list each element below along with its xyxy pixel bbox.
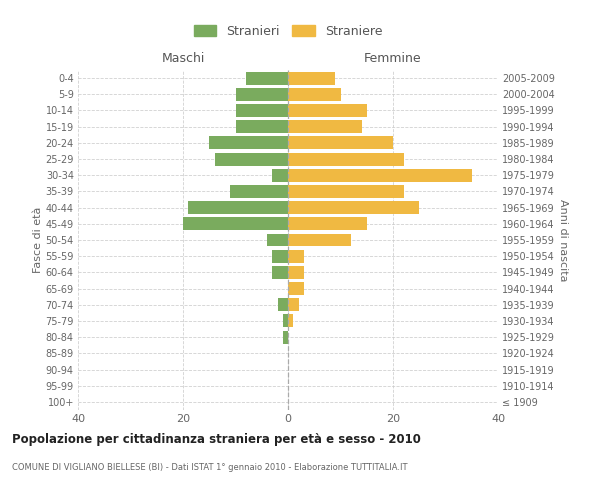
Bar (272, 266, 288, 279)
Bar (230, 185, 288, 198)
Bar (267, 234, 288, 246)
Bar (288, 72, 335, 85)
Text: Femmine: Femmine (364, 52, 422, 65)
Bar (288, 298, 299, 311)
Bar (288, 201, 419, 214)
Bar (288, 185, 404, 198)
Bar (288, 266, 304, 279)
Bar (283, 330, 288, 344)
Bar (235, 120, 288, 133)
Bar (183, 218, 288, 230)
Bar (188, 201, 288, 214)
Y-axis label: Fasce di età: Fasce di età (32, 207, 43, 273)
Bar (288, 250, 304, 262)
Bar (288, 282, 304, 295)
Bar (288, 136, 393, 149)
Legend: Stranieri, Straniere: Stranieri, Straniere (190, 21, 386, 42)
Text: COMUNE DI VIGLIANO BIELLESE (BI) - Dati ISTAT 1° gennaio 2010 - Elaborazione TUT: COMUNE DI VIGLIANO BIELLESE (BI) - Dati … (12, 462, 407, 471)
Bar (288, 234, 351, 246)
Bar (215, 152, 288, 166)
Bar (246, 72, 288, 85)
Bar (288, 218, 367, 230)
Bar (288, 120, 361, 133)
Bar (272, 250, 288, 262)
Bar (288, 169, 472, 181)
Bar (277, 298, 288, 311)
Text: Maschi: Maschi (161, 52, 205, 65)
Bar (283, 314, 288, 328)
Bar (288, 152, 404, 166)
Text: Popolazione per cittadinanza straniera per età e sesso - 2010: Popolazione per cittadinanza straniera p… (12, 432, 421, 446)
Bar (235, 88, 288, 101)
Bar (209, 136, 288, 149)
Bar (235, 104, 288, 117)
Bar (288, 104, 367, 117)
Y-axis label: Anni di nascita: Anni di nascita (558, 198, 568, 281)
Bar (288, 88, 341, 101)
Bar (288, 314, 293, 328)
Bar (272, 169, 288, 181)
